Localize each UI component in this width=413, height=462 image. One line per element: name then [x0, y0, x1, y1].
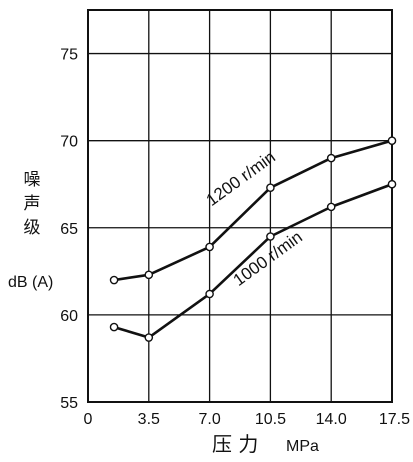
y-axis-label: 噪 声 级	[24, 170, 41, 238]
x-axis-label: 压 力	[212, 432, 258, 456]
y-tick-label: 65	[60, 221, 78, 238]
x-tick-label: 0	[84, 411, 93, 428]
y-axis-label-char: 级	[24, 218, 41, 238]
x-tick-label: 10.5	[255, 411, 286, 428]
x-tick-labels: 0 3.5 7.0 10.5 14.0 17.5	[84, 411, 411, 428]
data-point	[144, 333, 154, 342]
data-point	[144, 270, 154, 280]
y-axis-label-char: 声	[24, 194, 41, 214]
data-point	[109, 275, 119, 285]
y-tick-label: 60	[60, 308, 78, 325]
data-point	[205, 289, 214, 299]
data-point	[387, 179, 397, 189]
series-label: 1200 r/min	[203, 147, 279, 210]
y-axis-label-char: 噪	[24, 170, 41, 190]
data-point	[266, 183, 275, 193]
series-line-1	[113, 183, 393, 339]
y-tick-labels: 55 60 65 70 75	[60, 47, 78, 412]
x-axis-unit: MPa	[286, 438, 319, 455]
data-point	[109, 322, 119, 332]
series-group	[109, 136, 397, 342]
grid-lines	[88, 10, 392, 402]
y-tick-label: 70	[60, 134, 78, 151]
x-tick-label: 7.0	[198, 411, 220, 428]
y-tick-label: 55	[60, 395, 78, 412]
plot-frame	[87, 9, 393, 403]
data-point	[326, 153, 336, 163]
x-tick-label: 14.0	[316, 411, 347, 428]
series-line-0	[113, 139, 393, 282]
data-point	[326, 202, 336, 212]
x-tick-label: 17.5	[379, 411, 410, 428]
data-point	[205, 242, 214, 252]
y-axis-unit: dB (A)	[8, 274, 53, 291]
data-point	[387, 136, 397, 145]
x-tick-label: 3.5	[138, 411, 160, 428]
data-point	[266, 232, 275, 241]
y-tick-label: 75	[60, 47, 78, 64]
